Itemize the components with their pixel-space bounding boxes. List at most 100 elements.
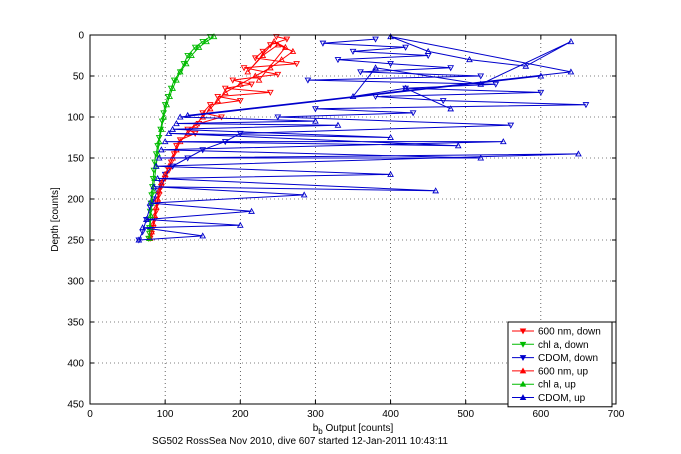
legend-marker <box>519 394 527 400</box>
y-tick-label: 300 <box>67 277 84 288</box>
y-axis-label: Depth [counts] <box>50 187 61 252</box>
data-point <box>180 61 188 68</box>
data-point <box>357 69 364 76</box>
data-point <box>161 170 169 177</box>
x-axis-label-rest: Output [counts] <box>323 423 394 434</box>
x-tick-label: 200 <box>232 409 249 420</box>
x-axis-label: bb Output [counts] <box>313 423 394 436</box>
data-point <box>150 183 158 190</box>
y-tick-label: 150 <box>67 154 84 165</box>
data-point <box>146 199 154 206</box>
data-point <box>173 76 180 83</box>
data-point <box>214 93 222 101</box>
data-point <box>151 159 158 166</box>
data-point <box>149 220 157 227</box>
data-point <box>582 102 590 109</box>
data-point <box>160 113 168 120</box>
y-tick-label: 100 <box>67 113 84 124</box>
data-point <box>312 106 319 113</box>
data-point <box>236 80 244 87</box>
legend-marker <box>519 367 527 374</box>
data-point <box>203 38 210 45</box>
x-axis-label-base: b <box>313 423 319 434</box>
x-tick-label: 700 <box>608 409 625 420</box>
y-tick-label: 200 <box>67 195 84 206</box>
data-point <box>319 40 327 47</box>
data-point <box>278 56 285 63</box>
data-point <box>151 211 158 218</box>
series-line <box>138 36 579 241</box>
x-tick-label: 0 <box>87 409 93 420</box>
data-point <box>259 51 267 59</box>
data-point <box>155 134 163 142</box>
data-point <box>191 44 199 51</box>
data-point <box>229 77 237 84</box>
x-tick-label: 400 <box>382 409 399 420</box>
data-point <box>274 41 282 48</box>
data-point <box>199 113 207 120</box>
data-point <box>169 125 177 132</box>
legend-entry: chl a, down <box>538 340 589 351</box>
data-point <box>155 154 163 161</box>
legend: 600 nm, down chl a, down CDOM, down 600 nm,… <box>507 321 613 408</box>
data-point <box>184 52 192 60</box>
data-point <box>447 105 455 112</box>
data-point <box>274 114 282 121</box>
data-point <box>184 129 192 136</box>
data-point <box>334 57 342 64</box>
data-point <box>206 105 214 112</box>
data-point <box>199 147 207 154</box>
data-point <box>454 142 462 149</box>
data-point <box>147 211 155 218</box>
legend-entry: 600 nm, up <box>538 366 588 377</box>
data-point <box>248 207 255 214</box>
data-point <box>221 88 229 95</box>
data-point <box>567 38 575 45</box>
legend-entry: chl a, up <box>538 380 576 391</box>
data-point <box>492 81 500 88</box>
data-point <box>236 221 244 228</box>
data-point <box>439 98 447 105</box>
data-point <box>537 72 545 79</box>
data-point <box>173 120 180 127</box>
data-point <box>221 85 229 92</box>
y-tick-label: 50 <box>73 72 85 83</box>
data-point <box>236 98 244 105</box>
data-point <box>170 77 178 84</box>
data-point <box>575 150 582 157</box>
data-point <box>161 138 169 145</box>
data-point <box>270 38 278 45</box>
data-point <box>283 36 291 43</box>
data-point <box>176 113 184 120</box>
data-point <box>165 129 173 136</box>
data-point <box>152 162 160 169</box>
data-point <box>499 138 507 145</box>
data-point <box>248 81 255 88</box>
data-point <box>135 236 143 243</box>
data-point <box>158 125 165 132</box>
data-point <box>142 215 150 223</box>
data-point <box>477 80 485 87</box>
data-point <box>191 121 199 128</box>
data-point <box>522 62 530 69</box>
data-point <box>206 102 214 109</box>
data-point <box>312 117 319 124</box>
data-point <box>424 47 432 54</box>
data-point <box>259 48 267 55</box>
y-tick-label: 450 <box>67 400 84 411</box>
data-point <box>409 110 417 117</box>
x-tick-label: 100 <box>157 409 174 420</box>
data-point <box>537 89 545 96</box>
data-point <box>149 187 157 194</box>
x-tick-label: 600 <box>533 409 550 420</box>
data-point <box>289 47 297 54</box>
data-point <box>152 203 160 210</box>
data-point <box>387 133 394 141</box>
data-point <box>145 234 153 241</box>
legend-marker <box>519 380 527 387</box>
data-point <box>251 72 259 79</box>
data-point <box>334 121 342 128</box>
data-point <box>158 179 165 186</box>
legend-entry: CDOM, down <box>538 353 598 364</box>
